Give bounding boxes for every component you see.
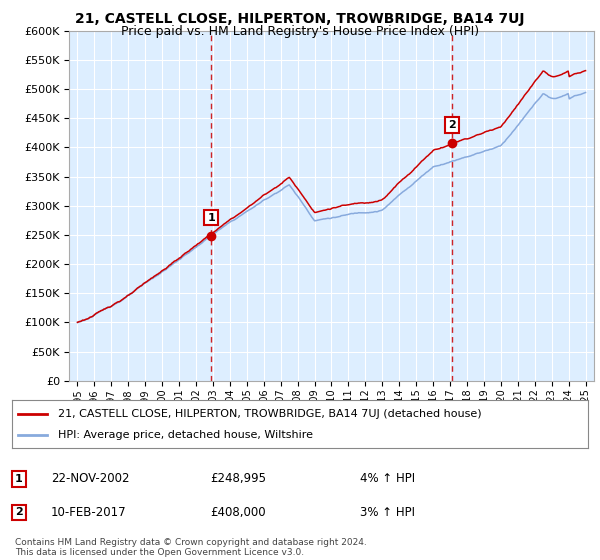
Text: £248,995: £248,995	[210, 472, 266, 486]
Text: 2: 2	[15, 507, 23, 517]
Text: Price paid vs. HM Land Registry's House Price Index (HPI): Price paid vs. HM Land Registry's House …	[121, 25, 479, 38]
Text: £408,000: £408,000	[210, 506, 266, 519]
Text: 4% ↑ HPI: 4% ↑ HPI	[360, 472, 415, 486]
Text: HPI: Average price, detached house, Wiltshire: HPI: Average price, detached house, Wilt…	[58, 430, 313, 440]
Text: Contains HM Land Registry data © Crown copyright and database right 2024.
This d: Contains HM Land Registry data © Crown c…	[15, 538, 367, 557]
Text: 22-NOV-2002: 22-NOV-2002	[51, 472, 130, 486]
Text: 1: 1	[15, 474, 23, 484]
Text: 3% ↑ HPI: 3% ↑ HPI	[360, 506, 415, 519]
Text: 10-FEB-2017: 10-FEB-2017	[51, 506, 127, 519]
Text: 21, CASTELL CLOSE, HILPERTON, TROWBRIDGE, BA14 7UJ (detached house): 21, CASTELL CLOSE, HILPERTON, TROWBRIDGE…	[58, 409, 482, 419]
Text: 2: 2	[448, 120, 456, 130]
Text: 1: 1	[207, 213, 215, 223]
Text: 21, CASTELL CLOSE, HILPERTON, TROWBRIDGE, BA14 7UJ: 21, CASTELL CLOSE, HILPERTON, TROWBRIDGE…	[75, 12, 525, 26]
